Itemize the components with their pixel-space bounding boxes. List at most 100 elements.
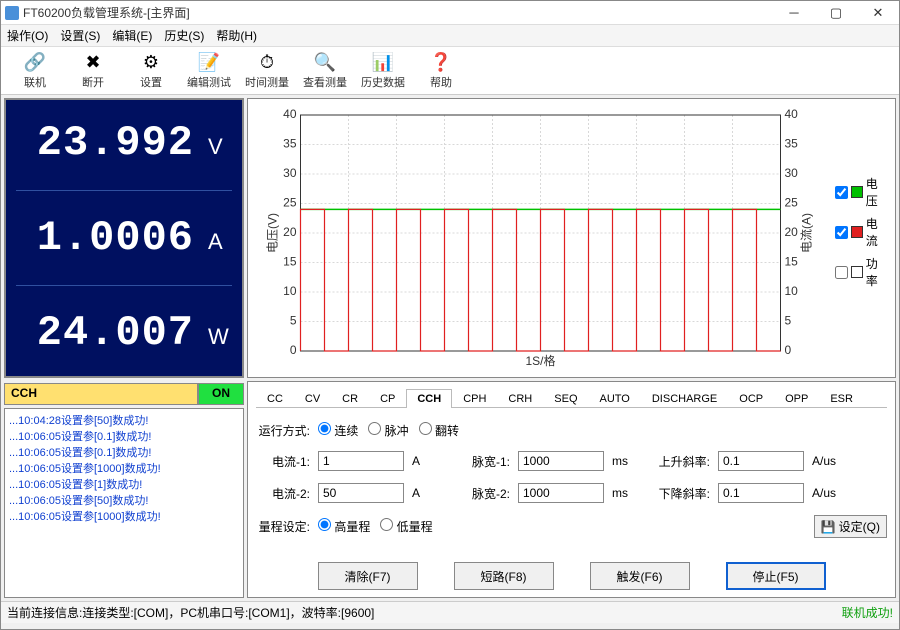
svg-text:35: 35 (283, 137, 297, 151)
tool-7[interactable]: ❓帮助 (413, 49, 469, 93)
tool-4[interactable]: ⏱时间测量 (239, 49, 295, 93)
menubar: 操作(O) 设置(S) 编辑(E) 历史(S) 帮助(H) (1, 25, 899, 47)
tab-auto[interactable]: AUTO (589, 389, 641, 408)
menu-operate[interactable]: 操作(O) (7, 27, 48, 44)
pulsewidth2-input[interactable] (518, 483, 604, 503)
pulsewidth1-input[interactable] (518, 451, 604, 471)
tool-2[interactable]: ⚙设置 (123, 49, 179, 93)
tab-opp[interactable]: OPP (774, 389, 819, 408)
titlebar: FT60200负载管理系统-[主界面] ─ ▢ ✕ (1, 1, 899, 25)
clear-button[interactable]: 清除(F7) (318, 562, 418, 590)
tool-icon: 📊 (372, 51, 394, 73)
runmode-opt-1[interactable]: 脉冲 (368, 424, 408, 438)
log-line: ...10:06:05设置参[50]数成功! (9, 493, 239, 509)
stop-button[interactable]: 停止(F5) (726, 562, 826, 590)
tab-esr[interactable]: ESR (819, 389, 864, 408)
trigger-button[interactable]: 触发(F6) (590, 562, 690, 590)
controls-panel: CCCVCRCPCCHCPHCRHSEQAUTODISCHARGEOCPOPPE… (247, 381, 896, 598)
tool-0[interactable]: 🔗联机 (7, 49, 63, 93)
tool-3[interactable]: 📝编辑测试 (181, 49, 237, 93)
status-ok: 联机成功! (842, 604, 893, 621)
svg-text:35: 35 (785, 137, 799, 151)
svg-text:30: 30 (785, 166, 799, 180)
log-line: ...10:06:05设置参[0.1]数成功! (9, 445, 239, 461)
tab-cv[interactable]: CV (294, 389, 331, 408)
svg-text:1S/格: 1S/格 (525, 353, 555, 368)
legend-item-2[interactable]: 功率 (835, 255, 889, 289)
range-opt-1[interactable]: 低量程 (380, 520, 432, 534)
runmode-label: 运行方式: (256, 422, 310, 439)
minimize-button[interactable]: ─ (777, 5, 811, 21)
set-button[interactable]: 💾 设定(Q) (814, 515, 887, 538)
close-button[interactable]: ✕ (861, 5, 895, 21)
tool-icon: ❓ (430, 51, 452, 73)
tab-cph[interactable]: CPH (452, 389, 497, 408)
svg-text:25: 25 (283, 196, 297, 210)
svg-text:30: 30 (283, 166, 297, 180)
runmode-opt-2[interactable]: 翻转 (419, 424, 459, 438)
tab-cc[interactable]: CC (256, 389, 294, 408)
tab-cch[interactable]: CCH (406, 389, 452, 408)
fall-rate-input[interactable] (718, 483, 804, 503)
tab-cp[interactable]: CP (369, 389, 406, 408)
svg-text:5: 5 (785, 314, 792, 328)
toolbar: 🔗联机✖断开⚙设置📝编辑测试⏱时间测量🔍查看测量📊历史数据❓帮助 (1, 47, 899, 95)
svg-text:20: 20 (785, 225, 799, 239)
statusbar: 当前连接信息:连接类型:[COM]，PC机串口号:[COM1]，波特率:[960… (1, 601, 899, 623)
log-line: ...10:06:05设置参[1000]数成功! (9, 509, 239, 525)
tab-ocp[interactable]: OCP (728, 389, 774, 408)
tool-1[interactable]: ✖断开 (65, 49, 121, 93)
tool-icon: 🔍 (314, 51, 336, 73)
voltage-value: 23.992 (37, 119, 194, 167)
svg-text:40: 40 (785, 107, 799, 121)
tool-icon: ⏱ (256, 51, 278, 73)
maximize-button[interactable]: ▢ (819, 5, 853, 21)
menu-help[interactable]: 帮助(H) (216, 27, 257, 44)
current-value: 1.0006 (37, 214, 194, 262)
tab-seq[interactable]: SEQ (543, 389, 588, 408)
svg-text:15: 15 (785, 255, 799, 269)
log-line: ...10:06:05设置参[1000]数成功! (9, 461, 239, 477)
window-title: FT60200负载管理系统-[主界面] (23, 4, 777, 21)
svg-text:20: 20 (283, 225, 297, 239)
log-line: ...10:04:28设置参[50]数成功! (9, 413, 239, 429)
on-indicator[interactable]: ON (198, 383, 244, 405)
runmode-opt-0[interactable]: 连续 (318, 424, 358, 438)
menu-settings[interactable]: 设置(S) (60, 27, 100, 44)
menu-edit[interactable]: 编辑(E) (112, 27, 152, 44)
log-panel: ...10:04:28设置参[50]数成功!...10:06:05设置参[0.1… (4, 408, 244, 598)
log-line: ...10:06:05设置参[0.1]数成功! (9, 429, 239, 445)
svg-text:5: 5 (290, 314, 297, 328)
range-opt-0[interactable]: 高量程 (318, 520, 370, 534)
chart-panel: 005510101515202025253030353540401S/格电压(V… (247, 98, 896, 378)
tab-bar: CCCVCRCPCCHCPHCRHSEQAUTODISCHARGEOCPOPPE… (256, 388, 887, 408)
tool-icon: 📝 (198, 51, 220, 73)
menu-history[interactable]: 历史(S) (164, 27, 204, 44)
tab-cr[interactable]: CR (331, 389, 369, 408)
mode-label: CCH (4, 383, 198, 405)
svg-text:15: 15 (283, 255, 297, 269)
tab-discharge[interactable]: DISCHARGE (641, 389, 728, 408)
svg-text:10: 10 (283, 284, 297, 298)
tool-icon: ✖ (82, 51, 104, 73)
legend-item-1[interactable]: 电流 (835, 215, 889, 249)
current2-input[interactable] (318, 483, 404, 503)
svg-text:40: 40 (283, 107, 297, 121)
svg-text:0: 0 (290, 343, 297, 357)
legend-item-0[interactable]: 电压 (835, 175, 889, 209)
tool-6[interactable]: 📊历史数据 (355, 49, 411, 93)
svg-text:25: 25 (785, 196, 799, 210)
tool-icon: ⚙ (140, 51, 162, 73)
tool-5[interactable]: 🔍查看测量 (297, 49, 353, 93)
short-button[interactable]: 短路(F8) (454, 562, 554, 590)
tab-crh[interactable]: CRH (497, 389, 543, 408)
svg-text:电压(V): 电压(V) (266, 213, 280, 253)
svg-text:0: 0 (785, 343, 792, 357)
log-line: ...10:06:05设置参[1]数成功! (9, 477, 239, 493)
rise-rate-input[interactable] (718, 451, 804, 471)
reading-display: 23.992V 1.0006A 24.007W (4, 98, 244, 378)
status-connection: 当前连接信息:连接类型:[COM]，PC机串口号:[COM1]，波特率:[960… (7, 604, 374, 621)
tool-icon: 🔗 (24, 51, 46, 73)
power-value: 24.007 (37, 309, 194, 357)
current1-input[interactable] (318, 451, 404, 471)
